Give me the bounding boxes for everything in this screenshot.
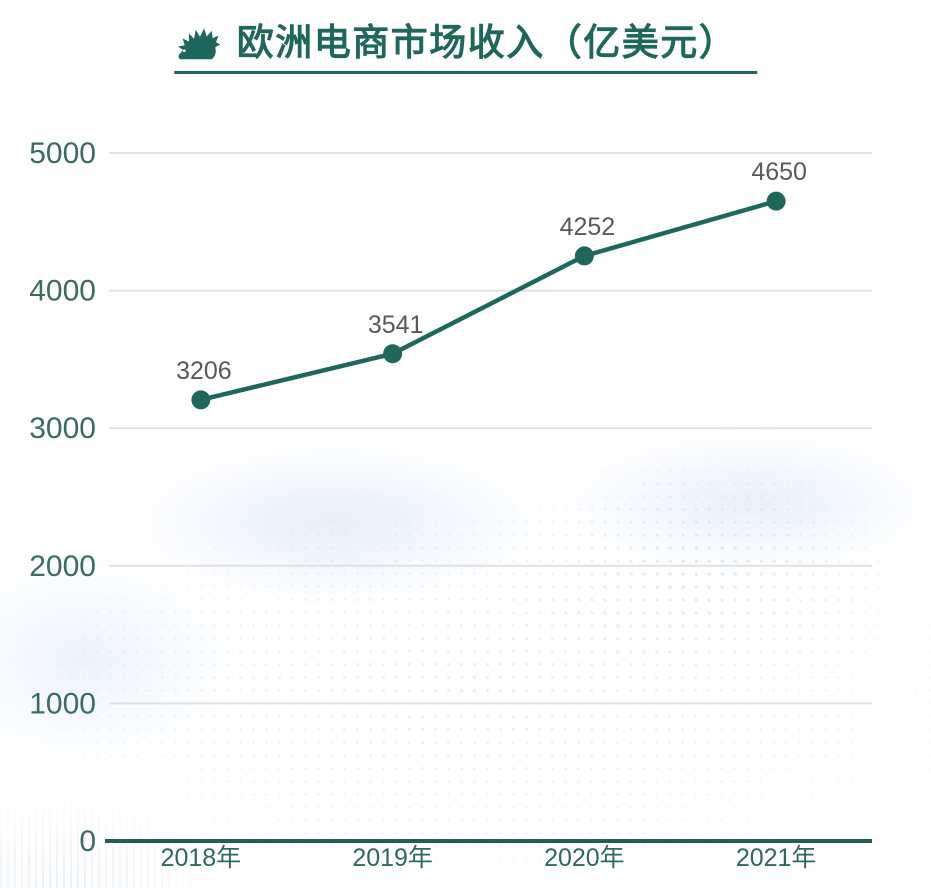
x-tick-label: 2019年 [352,844,433,872]
y-tick-label: 1000 [29,687,96,720]
hedgehog-icon [177,28,220,60]
y-tick-label: 3000 [29,412,96,445]
data-point [383,344,403,364]
data-label: 3541 [368,311,424,339]
chart-title: 欧洲电商市场收入（亿美元） [236,22,738,63]
series-line [198,198,779,403]
data-label: 3206 [176,357,232,385]
data-point [766,191,786,211]
y-tick-label: 5000 [29,137,96,170]
x-tick-label: 2018年 [161,844,242,872]
y-tick-label: 2000 [29,550,96,583]
y-tick-label: 4000 [29,275,96,308]
x-tick-label: 2021年 [736,844,817,872]
x-tick-label: 2020年 [544,844,625,872]
y-tick-label: 0 [79,825,96,858]
data-point [574,246,594,266]
data-label: 4252 [560,213,616,241]
data-point [191,390,211,410]
data-label: 4650 [751,158,807,186]
chart-header: 欧洲电商市场收入（亿美元） [173,22,758,74]
